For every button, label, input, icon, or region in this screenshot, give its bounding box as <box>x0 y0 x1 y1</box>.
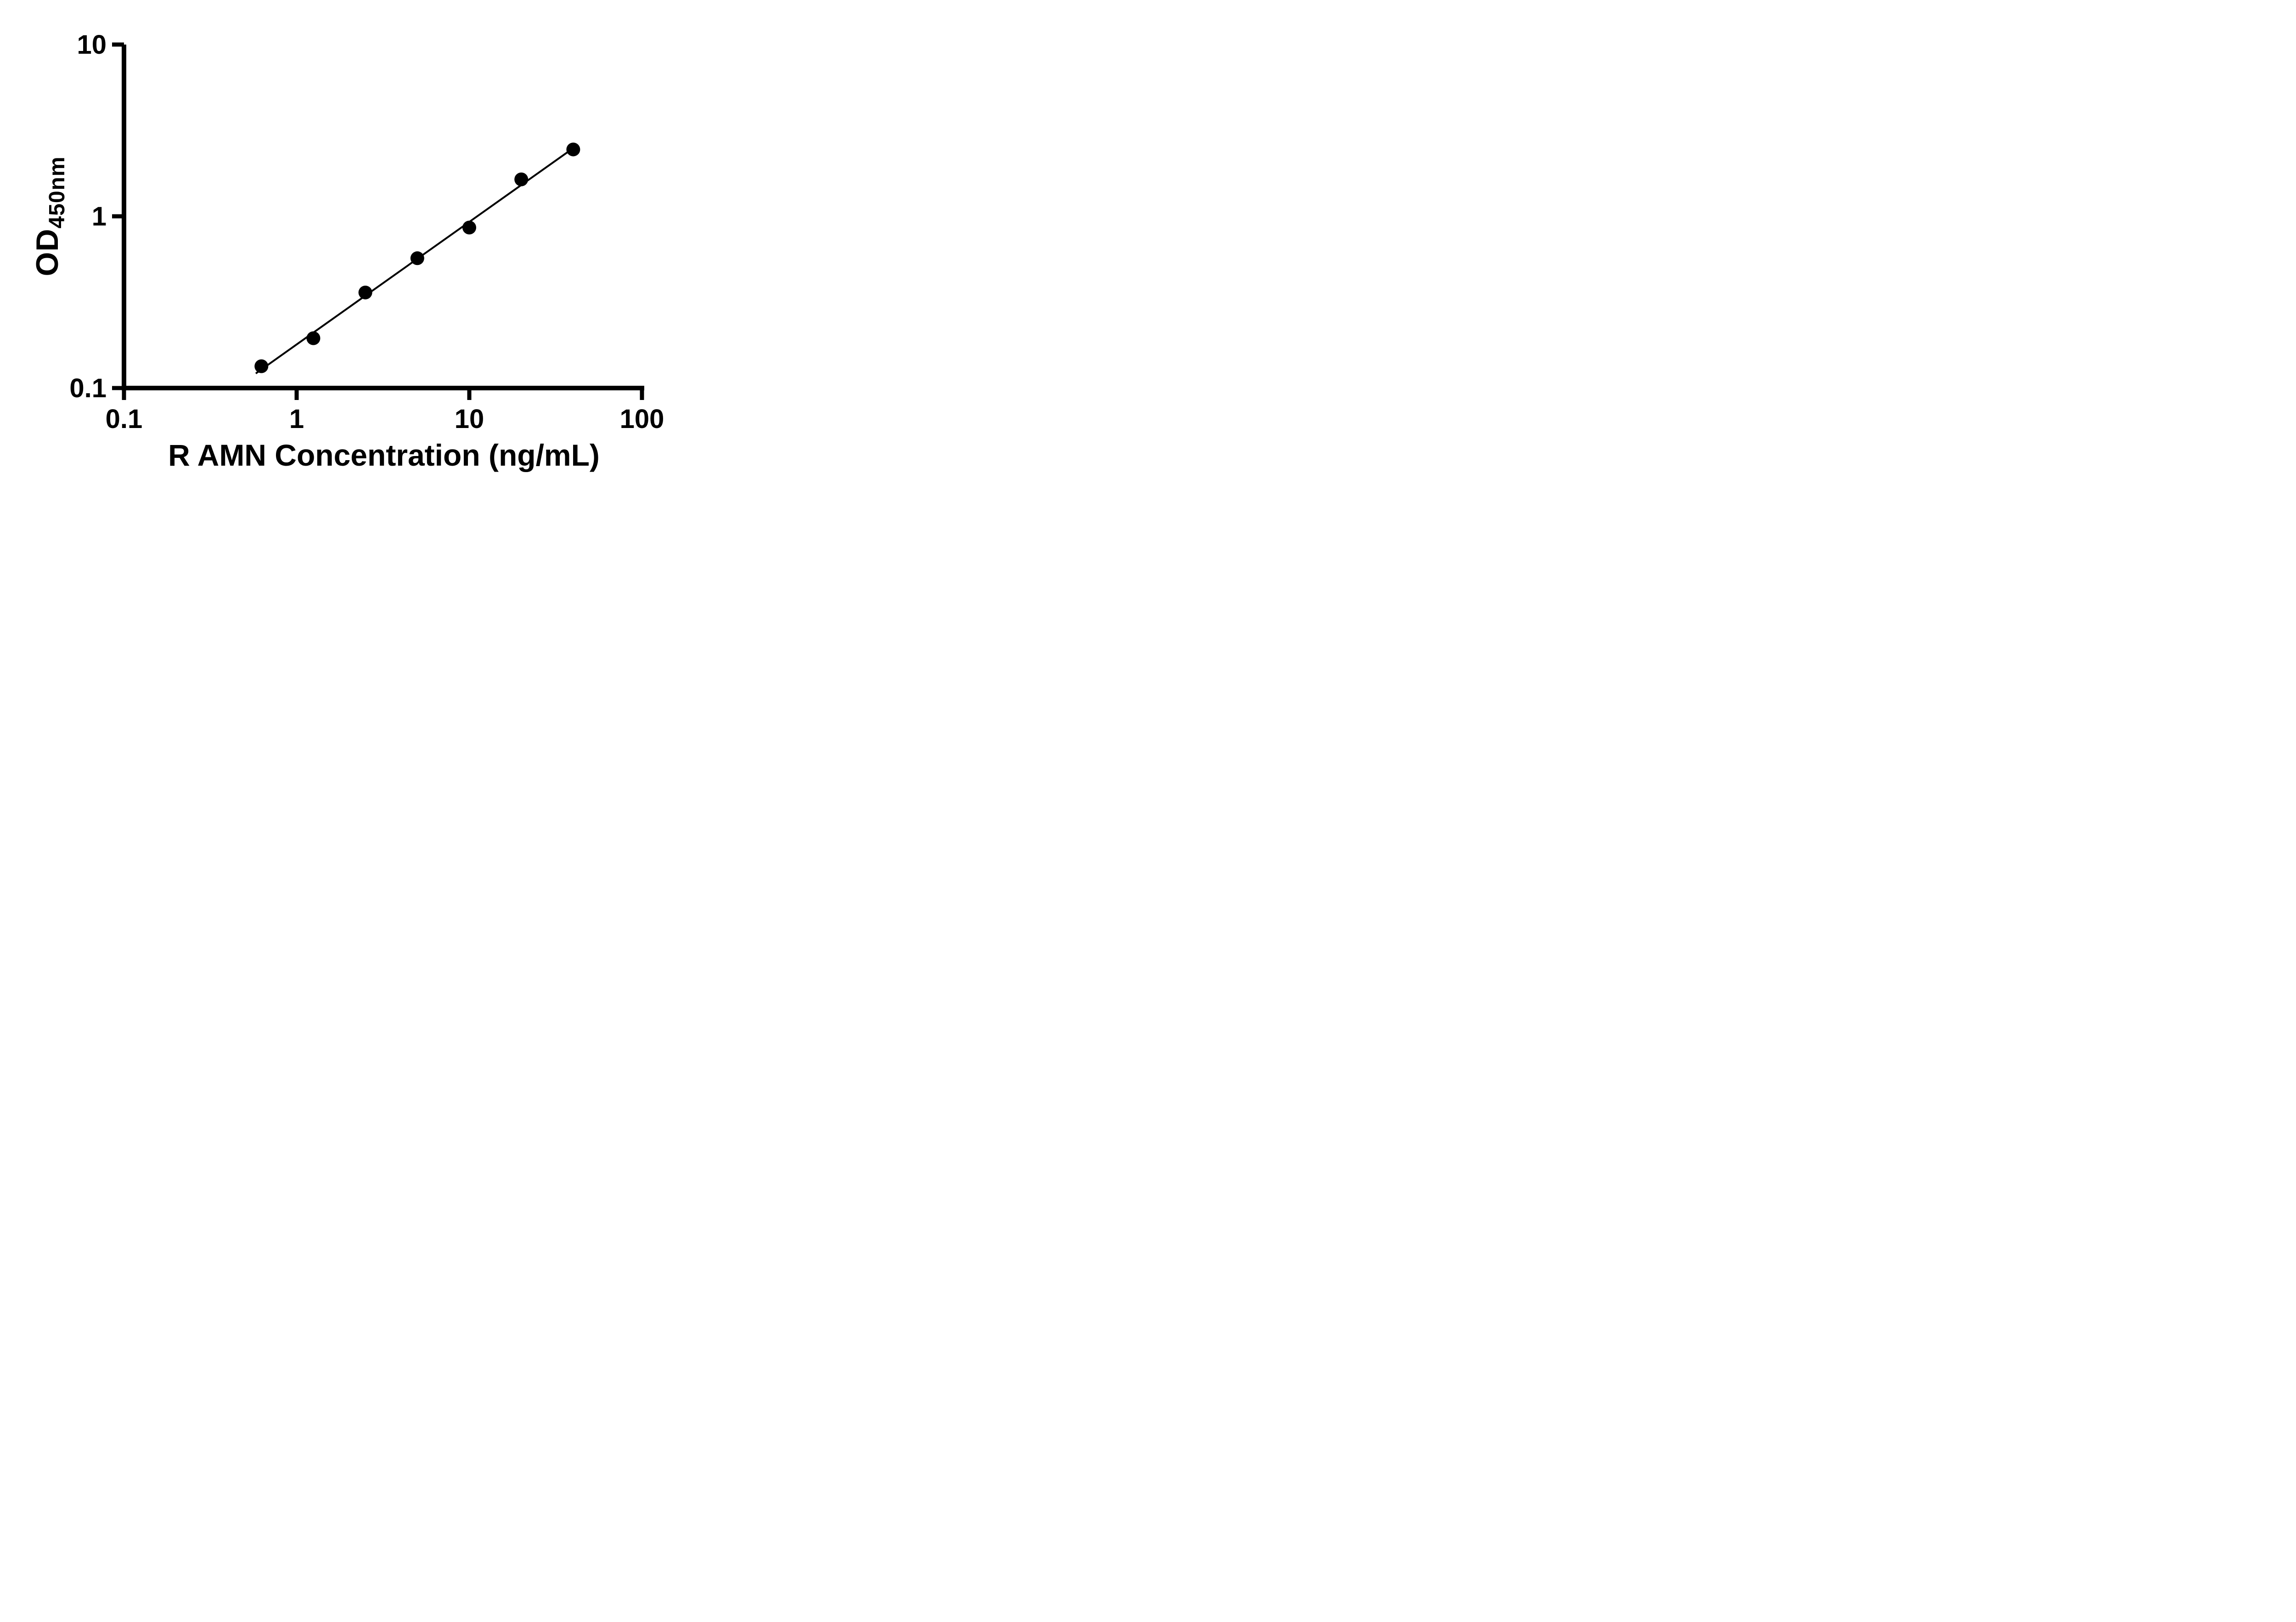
y-tick-label: 10 <box>77 30 107 60</box>
y-tick-label: 1 <box>92 202 107 231</box>
x-tick-label: 10 <box>455 404 484 434</box>
data-point <box>462 220 476 235</box>
standard-curve-chart: 0.1 1 10 100 0.1 1 10 <box>69 30 664 434</box>
data-point <box>306 331 321 345</box>
x-tick-label: 0.1 <box>106 404 143 434</box>
x-tick-label: 100 <box>620 404 664 434</box>
elisa-standard-curve-figure: 0.1 1 10 100 0.1 1 10 OD450nm R AMN Concentrat… <box>0 0 709 496</box>
y-axis-label: OD450nm <box>30 156 69 276</box>
y-axis-label-subscript: 450nm <box>45 156 69 229</box>
data-point <box>254 359 269 373</box>
data-point <box>566 142 580 157</box>
data-point <box>358 285 372 299</box>
y-tick-label: 0.1 <box>69 373 107 403</box>
x-tick-label: 1 <box>289 404 304 434</box>
data-point <box>514 172 529 186</box>
data-point <box>410 251 424 265</box>
y-axis-label-main: OD <box>30 228 65 276</box>
x-axis-label: R AMN Concentration (ng/mL) <box>168 438 600 472</box>
